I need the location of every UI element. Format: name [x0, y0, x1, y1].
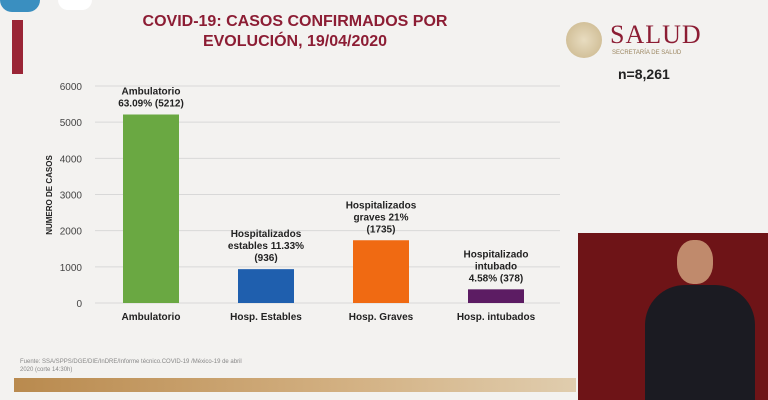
logo-subtext: SECRETARÍA DE SALUD: [612, 50, 682, 56]
corner-icon: [58, 0, 92, 10]
data-label: 63.09% (5212): [118, 98, 184, 109]
y-tick-label: 3000: [60, 191, 83, 202]
title-line: EVOLUCIÓN, 19/04/2020: [202, 33, 388, 50]
x-tick-label: Hosp. Estables: [230, 312, 302, 323]
y-tick-label: 0: [76, 299, 82, 310]
bar: [238, 269, 294, 303]
bar: [353, 240, 409, 303]
title-line: COVID-19: CASOS CONFIRMADOS POR: [142, 13, 448, 30]
x-tick-label: Hosp. Graves: [349, 312, 414, 323]
y-tick-label: 6000: [60, 82, 83, 93]
n-total: n=8,261: [618, 66, 670, 82]
footnote-line: 2020 (corte 14:30h): [20, 367, 73, 373]
data-label: Hospitalizados: [231, 229, 302, 240]
data-label: graves 21%: [353, 212, 408, 223]
y-tick-label: 2000: [60, 227, 83, 238]
x-tick-label: Hosp. intubados: [457, 312, 536, 323]
bar-chart: NUMERO DE CASOS 0 1000 2000 3000 4000 5000 600…: [45, 82, 560, 323]
bar: [468, 289, 524, 303]
data-label: intubado: [475, 261, 517, 272]
y-tick-label: 4000: [60, 154, 83, 165]
interpreter-head: [677, 240, 713, 284]
page-title: COVID-19: CASOS CONFIRMADOS POR EVOLUCIÓN…: [100, 12, 490, 52]
bar: [123, 114, 179, 304]
y-tick-label: 1000: [60, 263, 83, 274]
data-label: Hospitalizados: [346, 200, 417, 211]
data-label: estables 11.33%: [228, 241, 304, 252]
logo-text: SALUD: [610, 20, 702, 49]
y-tick-label: 5000: [60, 118, 83, 129]
decor-bar: [12, 20, 23, 74]
y-axis-label: NUMERO DE CASOS: [45, 155, 54, 235]
interpreter-body: [645, 285, 755, 400]
x-tick-label: Ambulatorio: [122, 312, 181, 323]
decor-band: [14, 378, 576, 392]
source-footnote: Fuente: SSA/SPPS/DGE/DIE/InDRE/Informe t…: [20, 358, 290, 374]
footnote-line: Fuente: SSA/SPPS/DGE/DIE/InDRE/Informe t…: [20, 359, 242, 365]
data-label: (936): [254, 253, 277, 264]
data-label: 4.58% (378): [469, 273, 523, 284]
corner-icon: [0, 0, 40, 12]
data-label: Ambulatorio: [122, 86, 181, 97]
seal-logo-icon: [566, 22, 602, 58]
data-label: Hospitalizado: [463, 249, 528, 260]
data-label: (1735): [367, 224, 396, 235]
